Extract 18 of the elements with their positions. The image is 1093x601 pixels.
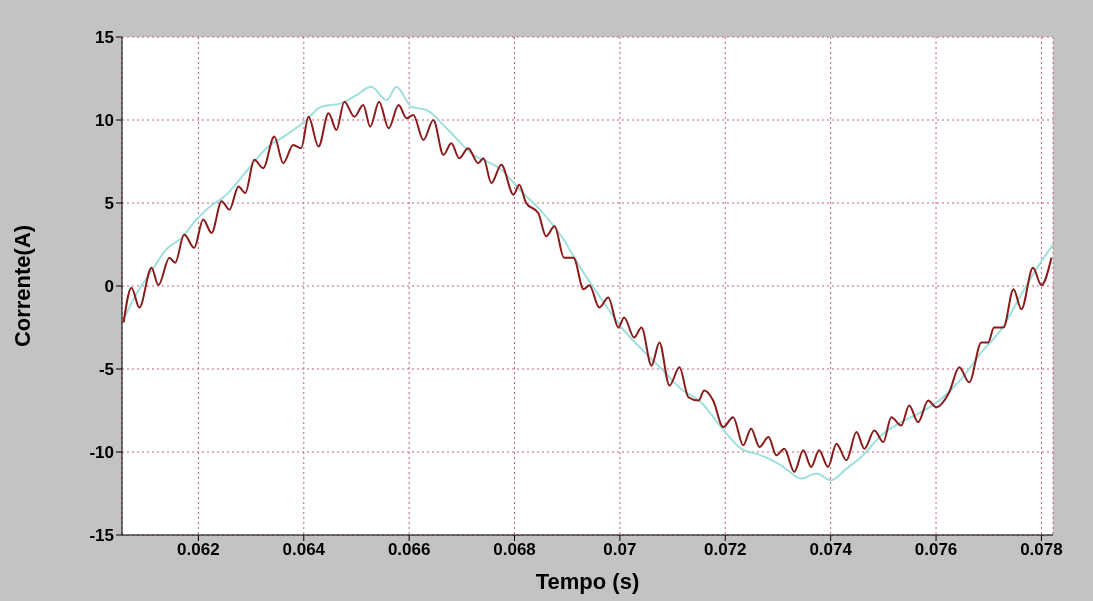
y-axis-title: Corrente(A) [9, 224, 35, 348]
x-tick-label: 0.078 [1020, 540, 1063, 560]
y-tick-label: -15 [89, 526, 114, 546]
x-axis-title: Tempo (s) [535, 569, 640, 594]
x-tick-label: 0.072 [704, 540, 747, 560]
x-tick-label: 0.07 [603, 540, 637, 560]
x-tick-label: 0.062 [177, 540, 220, 560]
y-tick-label: 10 [95, 111, 114, 131]
y-tick-label: -10 [89, 443, 114, 463]
x-tick-label: 0.076 [914, 540, 958, 560]
x-tick-label: 0.074 [809, 540, 853, 560]
x-tick-label: 0.064 [282, 540, 326, 560]
y-tick-label: -5 [98, 360, 114, 380]
y-tick-label: 5 [104, 194, 114, 214]
y-tick-label: 0 [104, 277, 114, 297]
x-tick-label: 0.066 [387, 540, 431, 560]
y-tick-label: 15 [95, 28, 114, 48]
x-tick-label: 0.068 [493, 540, 536, 560]
